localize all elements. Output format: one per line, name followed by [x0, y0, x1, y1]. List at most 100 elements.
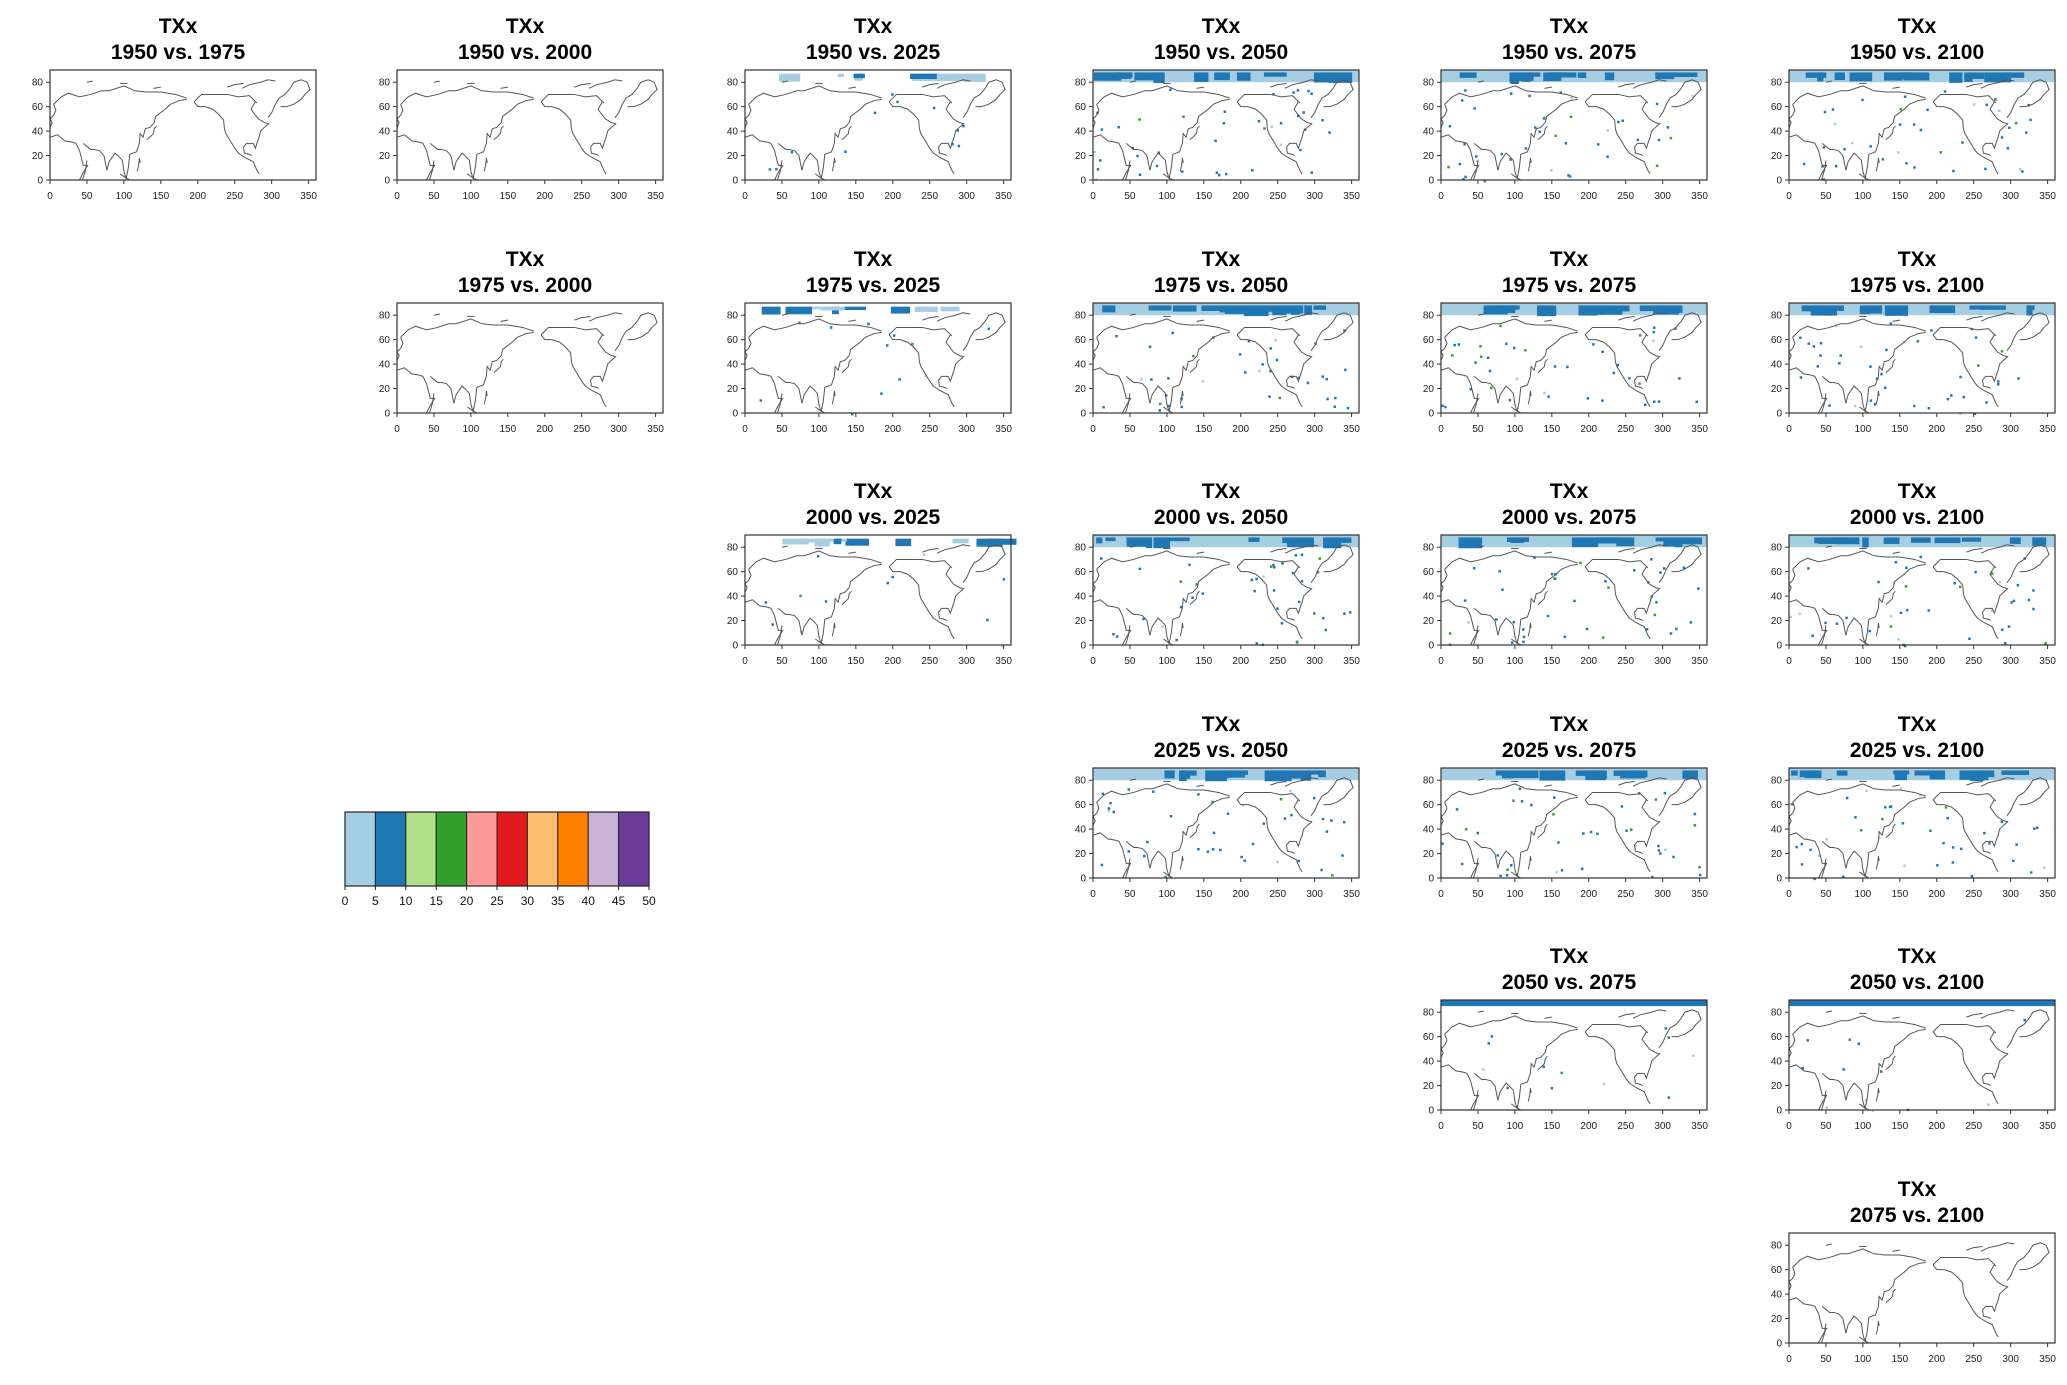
coastline — [1473, 160, 1479, 181]
coastline — [49, 134, 89, 181]
panel-title: TXx — [853, 480, 893, 503]
coastline — [493, 358, 504, 374]
x-tick-label: 300 — [610, 191, 627, 202]
panel-subtitle: 1975 vs. 2050 — [1153, 274, 1289, 297]
anomaly-patch — [1903, 72, 1930, 81]
anomaly-pixel — [1127, 850, 1130, 853]
x-tick-label: 300 — [2002, 656, 2019, 667]
anomaly-patch — [1613, 770, 1638, 776]
anomaly-pixel — [1697, 587, 1700, 590]
anomaly-pixel — [1974, 336, 1978, 339]
coastline — [2006, 544, 2050, 583]
y-tick-label: 60 — [1771, 800, 1783, 811]
anomaly-pixel — [1279, 143, 1282, 147]
anomaly-patch — [1964, 72, 1973, 83]
coastline — [1584, 799, 1651, 873]
x-tick-label: 150 — [847, 191, 864, 202]
y-tick-label: 60 — [1771, 102, 1783, 113]
coastline — [1286, 101, 1313, 156]
coastline — [1236, 334, 1303, 408]
coastline — [1510, 173, 1522, 181]
anomaly-pixel — [1547, 395, 1550, 398]
panel-title: TXx — [1549, 713, 1589, 736]
map-panel: TXx 2025 vs. 2075 0 20 40 60 80 0 50 100 150 200 250… — [1399, 710, 1739, 920]
anomaly-pixel — [1667, 1036, 1670, 1039]
coastline — [1932, 1023, 1997, 1034]
y-tick-label: 40 — [1771, 825, 1783, 836]
anomaly-pixel — [1251, 169, 1254, 172]
anomaly-pixel — [987, 327, 991, 331]
coastline — [777, 160, 783, 181]
x-tick-label: 100 — [1855, 424, 1872, 435]
y-tick-label: 40 — [727, 592, 739, 603]
anomaly-pixel — [1241, 803, 1245, 807]
anomaly-pixel — [1834, 324, 1838, 328]
x-tick-label: 250 — [1965, 191, 1982, 202]
anomaly-pixel — [1881, 817, 1884, 821]
legend-label: 25 — [490, 894, 504, 908]
anomaly-pixel — [1585, 627, 1589, 631]
y-tick-label: 40 — [1771, 1057, 1783, 1068]
y-tick-label: 20 — [727, 384, 739, 395]
x-tick-label: 300 — [1306, 191, 1323, 202]
coastline — [540, 101, 607, 175]
anomaly-patch — [820, 306, 845, 311]
coastline — [153, 86, 161, 89]
coastline — [1092, 134, 1132, 181]
anomaly-patch — [963, 73, 986, 82]
coastline — [814, 173, 826, 181]
plot-frame — [396, 302, 664, 414]
coastline — [1510, 638, 1522, 646]
anomaly-patch — [1164, 770, 1175, 779]
anomaly-pixel — [1669, 136, 1673, 140]
plot-frame — [1092, 69, 1360, 181]
anomaly-pixel — [1214, 139, 1217, 143]
coastline — [1792, 318, 1926, 338]
coastline — [1444, 318, 1578, 338]
coastline — [1527, 157, 1532, 172]
anomaly-pixel — [1324, 628, 1328, 632]
anomaly-pixel — [1297, 859, 1301, 863]
y-tick-label: 40 — [1075, 127, 1087, 138]
anomaly-pixel — [1505, 874, 1509, 877]
x-tick-label: 250 — [1617, 191, 1634, 202]
anomaly-pixel — [1530, 803, 1533, 807]
anomaly-pixel — [891, 93, 894, 96]
x-tick-label: 250 — [1617, 656, 1634, 667]
anomaly-pixel — [1272, 563, 1275, 567]
anomaly-pixel — [1968, 637, 1971, 640]
anomaly-patch — [1263, 72, 1287, 77]
panel-subtitle: 1950 vs. 2100 — [1849, 41, 1985, 64]
anomaly-pixel — [1842, 1068, 1845, 1071]
coastline — [1096, 85, 1230, 105]
coastline — [744, 104, 752, 128]
anomaly-pixel — [1569, 115, 1573, 119]
coastline — [938, 334, 965, 389]
x-tick-label: 250 — [573, 191, 590, 202]
anomaly-pixel — [1508, 398, 1512, 402]
coastline — [1189, 590, 1200, 606]
map-panel: TXx 1975 vs. 2050 0 20 40 60 80 0 50 100 150 200 250… — [1051, 245, 1391, 455]
coastline — [1584, 101, 1651, 175]
anomaly-pixel — [2000, 820, 2004, 824]
coastline — [1825, 313, 1832, 316]
anomaly-pixel — [1496, 854, 1499, 857]
coastline — [146, 125, 157, 141]
y-tick-label: 0 — [1776, 1339, 1782, 1350]
x-tick-label: 100 — [1507, 656, 1524, 667]
coastline — [1875, 1320, 1880, 1335]
map-plot: 0 20 40 60 80 0 50 100 150 200 250 300 350 — [1075, 69, 1360, 202]
panel-title: TXx — [853, 248, 893, 271]
anomaly-patch — [1681, 537, 1702, 545]
polar-band — [1441, 768, 1707, 781]
coastline — [831, 622, 836, 637]
y-tick-label: 40 — [32, 127, 44, 138]
anomaly-pixel — [1261, 363, 1264, 366]
x-tick-label: 350 — [2039, 424, 2056, 435]
y-tick-label: 80 — [1771, 543, 1783, 554]
anomaly-pixel — [1889, 615, 1893, 618]
anomaly-pixel — [1821, 165, 1824, 168]
anomaly-patch — [1791, 770, 1798, 776]
coastline — [936, 79, 971, 89]
x-tick-label: 0 — [394, 191, 400, 202]
